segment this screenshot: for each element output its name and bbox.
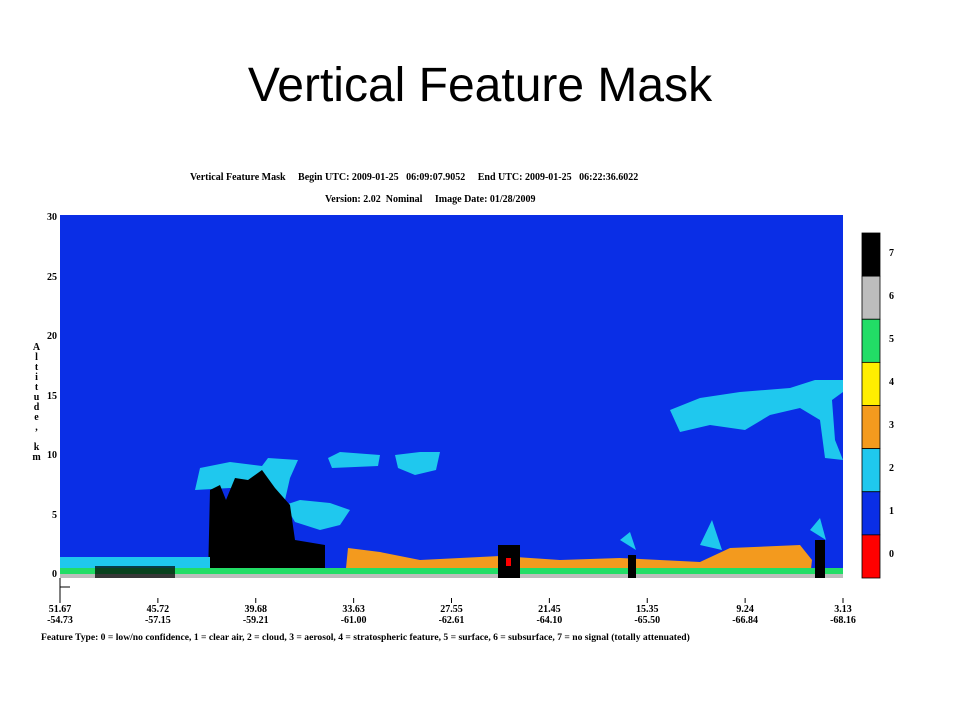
x-tick-label: 45.72: [146, 604, 170, 615]
colorbar-swatch: [861, 361, 881, 406]
x-tick-label: -59.21: [242, 615, 269, 626]
x-tick-label: 3.13: [834, 604, 852, 615]
attenuated: [208, 470, 325, 578]
colorbar-swatch: [861, 318, 881, 363]
x-tick-label: -64.10: [536, 615, 563, 626]
y-tick-label: 5: [52, 509, 57, 521]
cloud: [328, 452, 380, 468]
x-tick-label: -68.16: [830, 615, 856, 626]
x-tick-label: -62.61: [438, 615, 465, 626]
cloud: [395, 452, 440, 475]
y-tick-label: 15: [47, 390, 57, 402]
x-tick-label: -61.00: [340, 615, 367, 626]
colorbar-label: 2: [889, 463, 894, 475]
colorbar-label: 6: [889, 290, 894, 302]
colorbar-label: 3: [889, 420, 894, 432]
x-tick-label: 9.24: [736, 604, 754, 615]
y-tick-label: 20: [47, 331, 57, 342]
x-tick-label: 39.68: [244, 604, 268, 615]
x-tick-label: 21.45: [538, 604, 561, 615]
x-tick-label: 51.67: [48, 604, 72, 615]
features: [60, 380, 843, 578]
colorbar-swatch: [861, 534, 881, 579]
figure-header: Vertical Feature Mask Begin UTC: 2009-01…: [190, 172, 639, 183]
colorbar-label: 7: [889, 247, 894, 259]
figure-header: Version: 2.02 Nominal Image Date: 01/28/…: [325, 194, 536, 205]
slide-title: Vertical Feature Mask: [247, 59, 713, 112]
figure-footer: Feature Type: 0 = low/no confidence, 1 =…: [41, 632, 690, 643]
colorbar-label: 5: [889, 333, 894, 345]
attenuated: [628, 555, 636, 578]
attenuated: [95, 566, 175, 578]
attenuated: [815, 540, 825, 578]
x-tick-label: -57.15: [144, 615, 171, 626]
surface: [60, 568, 843, 575]
y-tick-label: 0: [52, 569, 57, 580]
x-tick-label: -66.84: [732, 615, 759, 626]
colorbar-swatch: [861, 448, 881, 493]
x-tick-label: 27.55: [440, 604, 463, 615]
y-tick-label: 25: [47, 271, 57, 283]
low-confidence: [506, 558, 511, 566]
colorbar-label: 1: [889, 506, 894, 518]
colorbar-label: 4: [889, 376, 894, 388]
y-tick-label: 10: [47, 450, 57, 461]
x-tick-label: -65.50: [634, 615, 661, 626]
colorbar-label: 0: [889, 549, 894, 561]
colorbar-swatch: [861, 275, 881, 320]
x-tick-label: 15.35: [636, 604, 659, 615]
y-tick-label: 30: [47, 212, 57, 223]
colorbar-swatch: [861, 405, 881, 450]
colorbar-swatch: [861, 491, 881, 536]
subsurface: [60, 574, 843, 578]
cloud: [285, 500, 350, 530]
colorbar-swatch: [861, 232, 881, 277]
y-axis-label: Altitude, km: [31, 342, 42, 462]
x-tick-label: 33.63: [342, 604, 365, 615]
cloud: [670, 380, 843, 460]
x-tick-label: -54.73: [47, 615, 73, 626]
